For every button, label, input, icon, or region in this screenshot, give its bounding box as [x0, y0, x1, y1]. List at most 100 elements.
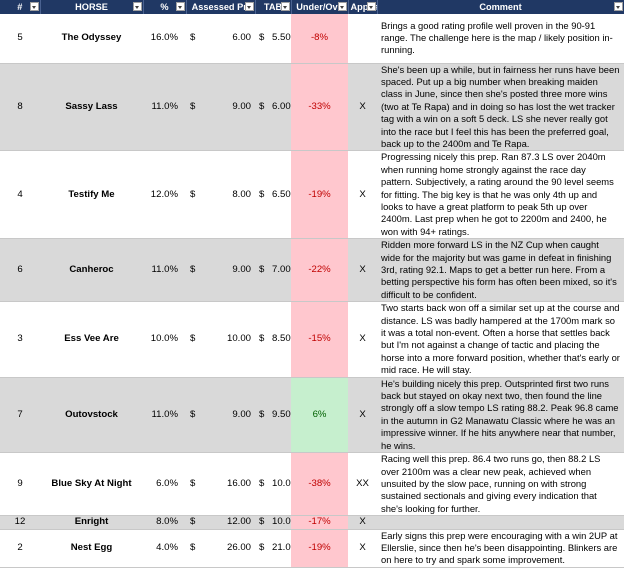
cell-tab[interactable]: 9.50 — [269, 377, 292, 454]
cell-appeal[interactable]: X — [348, 301, 378, 378]
cell-comment[interactable]: Early signs this prep were encouraging w… — [377, 529, 624, 568]
header-tab[interactable]: TAB — [255, 0, 292, 14]
cell-under-over[interactable]: -8% — [291, 14, 349, 64]
table-row[interactable]: 7 Outovstock 11.0% $ 9.00 $ 9.50 6% X He… — [0, 377, 624, 454]
cell-comment[interactable]: Ridden more forward LS in the NZ Cup whe… — [377, 238, 624, 303]
cell-appeal[interactable]: XX — [348, 452, 378, 517]
cell-pct[interactable]: 8.0% — [143, 515, 186, 530]
cell-horse[interactable]: Sassy Lass — [40, 63, 143, 152]
cell-currency[interactable]: $ — [186, 14, 200, 64]
cell-assessed-price[interactable]: 6.00 — [200, 14, 255, 64]
header-assessed-price[interactable]: Assessed Pri — [186, 0, 256, 14]
cell-currency[interactable]: $ — [255, 529, 269, 568]
cell-num[interactable]: 5 — [0, 14, 40, 64]
cell-assessed-price[interactable]: 9.00 — [200, 377, 255, 454]
cell-currency[interactable]: $ — [255, 63, 269, 152]
cell-comment[interactable]: He's building nicely this prep. Outsprin… — [377, 377, 624, 454]
cell-assessed-price[interactable]: 9.00 — [200, 63, 255, 152]
cell-appeal[interactable] — [348, 14, 378, 64]
cell-assessed-price[interactable]: 26.00 — [200, 529, 255, 568]
cell-comment[interactable]: Brings a good rating profile well proven… — [377, 14, 624, 64]
cell-num[interactable]: 9 — [0, 452, 40, 517]
cell-pct[interactable]: 4.0% — [143, 529, 186, 568]
cell-appeal[interactable]: X — [348, 515, 378, 530]
cell-num[interactable]: 6 — [0, 238, 40, 303]
filter-dropdown-icon[interactable] — [175, 2, 185, 11]
cell-tab[interactable]: 21.00 — [269, 529, 292, 568]
cell-under-over[interactable]: -15% — [291, 301, 349, 378]
cell-appeal[interactable]: X — [348, 63, 378, 152]
table-row[interactable]: 9 Blue Sky At Night 6.0% $ 16.00 $ 10.00… — [0, 452, 624, 517]
filter-dropdown-icon[interactable] — [29, 2, 39, 11]
cell-appeal[interactable]: X — [348, 238, 378, 303]
cell-tab[interactable]: 6.00 — [269, 63, 292, 152]
cell-horse[interactable]: Blue Sky At Night — [40, 452, 143, 517]
cell-pct[interactable]: 6.0% — [143, 452, 186, 517]
cell-appeal[interactable]: X — [348, 529, 378, 568]
cell-currency[interactable]: $ — [255, 238, 269, 303]
cell-tab[interactable]: 10.00 — [269, 452, 292, 517]
cell-comment[interactable]: She's been up a while, but in fairness h… — [377, 63, 624, 152]
filter-dropdown-icon[interactable] — [337, 2, 347, 11]
filter-dropdown-icon[interactable] — [280, 2, 290, 11]
cell-currency[interactable]: $ — [186, 238, 200, 303]
table-row[interactable]: 5 The Odyssey 16.0% $ 6.00 $ 5.50 -8% Br… — [0, 14, 624, 64]
header-pct[interactable]: % — [143, 0, 187, 14]
cell-horse[interactable]: The Odyssey — [40, 14, 143, 64]
cell-currency[interactable]: $ — [255, 150, 269, 240]
cell-under-over[interactable]: -38% — [291, 452, 349, 517]
cell-comment[interactable] — [377, 515, 624, 530]
table-row[interactable]: 12 Enright 8.0% $ 12.00 $ 10.00 -17% X — [0, 515, 624, 530]
cell-currency[interactable]: $ — [186, 377, 200, 454]
cell-num[interactable]: 4 — [0, 150, 40, 240]
cell-pct[interactable]: 11.0% — [143, 377, 186, 454]
cell-currency[interactable]: $ — [186, 515, 200, 530]
cell-currency[interactable]: $ — [255, 515, 269, 530]
cell-comment[interactable]: Progressing nicely this prep. Ran 87.3 L… — [377, 150, 624, 240]
header-horse[interactable]: HORSE — [40, 0, 144, 14]
cell-currency[interactable]: $ — [255, 14, 269, 64]
cell-pct[interactable]: 11.0% — [143, 238, 186, 303]
cell-horse[interactable]: Testify Me — [40, 150, 143, 240]
cell-tab[interactable]: 10.00 — [269, 515, 292, 530]
cell-horse[interactable]: Nest Egg — [40, 529, 143, 568]
cell-assessed-price[interactable]: 9.00 — [200, 238, 255, 303]
cell-horse[interactable]: Canheroc — [40, 238, 143, 303]
cell-pct[interactable]: 16.0% — [143, 14, 186, 64]
cell-currency[interactable]: $ — [255, 301, 269, 378]
cell-comment[interactable]: Racing well this prep. 86.4 two runs go,… — [377, 452, 624, 517]
cell-appeal[interactable]: X — [348, 377, 378, 454]
cell-under-over[interactable]: -33% — [291, 63, 349, 152]
cell-num[interactable]: 8 — [0, 63, 40, 152]
table-row[interactable]: 8 Sassy Lass 11.0% $ 9.00 $ 6.00 -33% X … — [0, 63, 624, 152]
cell-currency[interactable]: $ — [186, 150, 200, 240]
filter-dropdown-icon[interactable] — [244, 2, 254, 11]
cell-currency[interactable]: $ — [255, 377, 269, 454]
filter-dropdown-icon[interactable] — [366, 2, 376, 11]
cell-assessed-price[interactable]: 8.00 — [200, 150, 255, 240]
cell-pct[interactable]: 11.0% — [143, 63, 186, 152]
cell-assessed-price[interactable]: 10.00 — [200, 301, 255, 378]
header-comment[interactable]: Comment — [377, 0, 624, 14]
cell-assessed-price[interactable]: 12.00 — [200, 515, 255, 530]
cell-horse[interactable]: Ess Vee Are — [40, 301, 143, 378]
cell-under-over[interactable]: -19% — [291, 529, 349, 568]
cell-currency[interactable]: $ — [186, 301, 200, 378]
cell-currency[interactable]: $ — [255, 452, 269, 517]
cell-num[interactable]: 3 — [0, 301, 40, 378]
cell-pct[interactable]: 10.0% — [143, 301, 186, 378]
cell-tab[interactable]: 7.00 — [269, 238, 292, 303]
cell-currency[interactable]: $ — [186, 63, 200, 152]
cell-horse[interactable]: Enright — [40, 515, 143, 530]
cell-num[interactable]: 12 — [0, 515, 40, 530]
cell-num[interactable]: 7 — [0, 377, 40, 454]
cell-tab[interactable]: 6.50 — [269, 150, 292, 240]
table-row[interactable]: 2 Nest Egg 4.0% $ 26.00 $ 21.00 -19% X E… — [0, 529, 624, 568]
cell-num[interactable]: 2 — [0, 529, 40, 568]
cell-under-over[interactable]: -19% — [291, 150, 349, 240]
cell-comment[interactable]: Two starts back won off a similar set up… — [377, 301, 624, 378]
filter-dropdown-icon[interactable] — [132, 2, 142, 11]
cell-appeal[interactable]: X — [348, 150, 378, 240]
cell-under-over[interactable]: -17% — [291, 515, 349, 530]
cell-horse[interactable]: Outovstock — [40, 377, 143, 454]
